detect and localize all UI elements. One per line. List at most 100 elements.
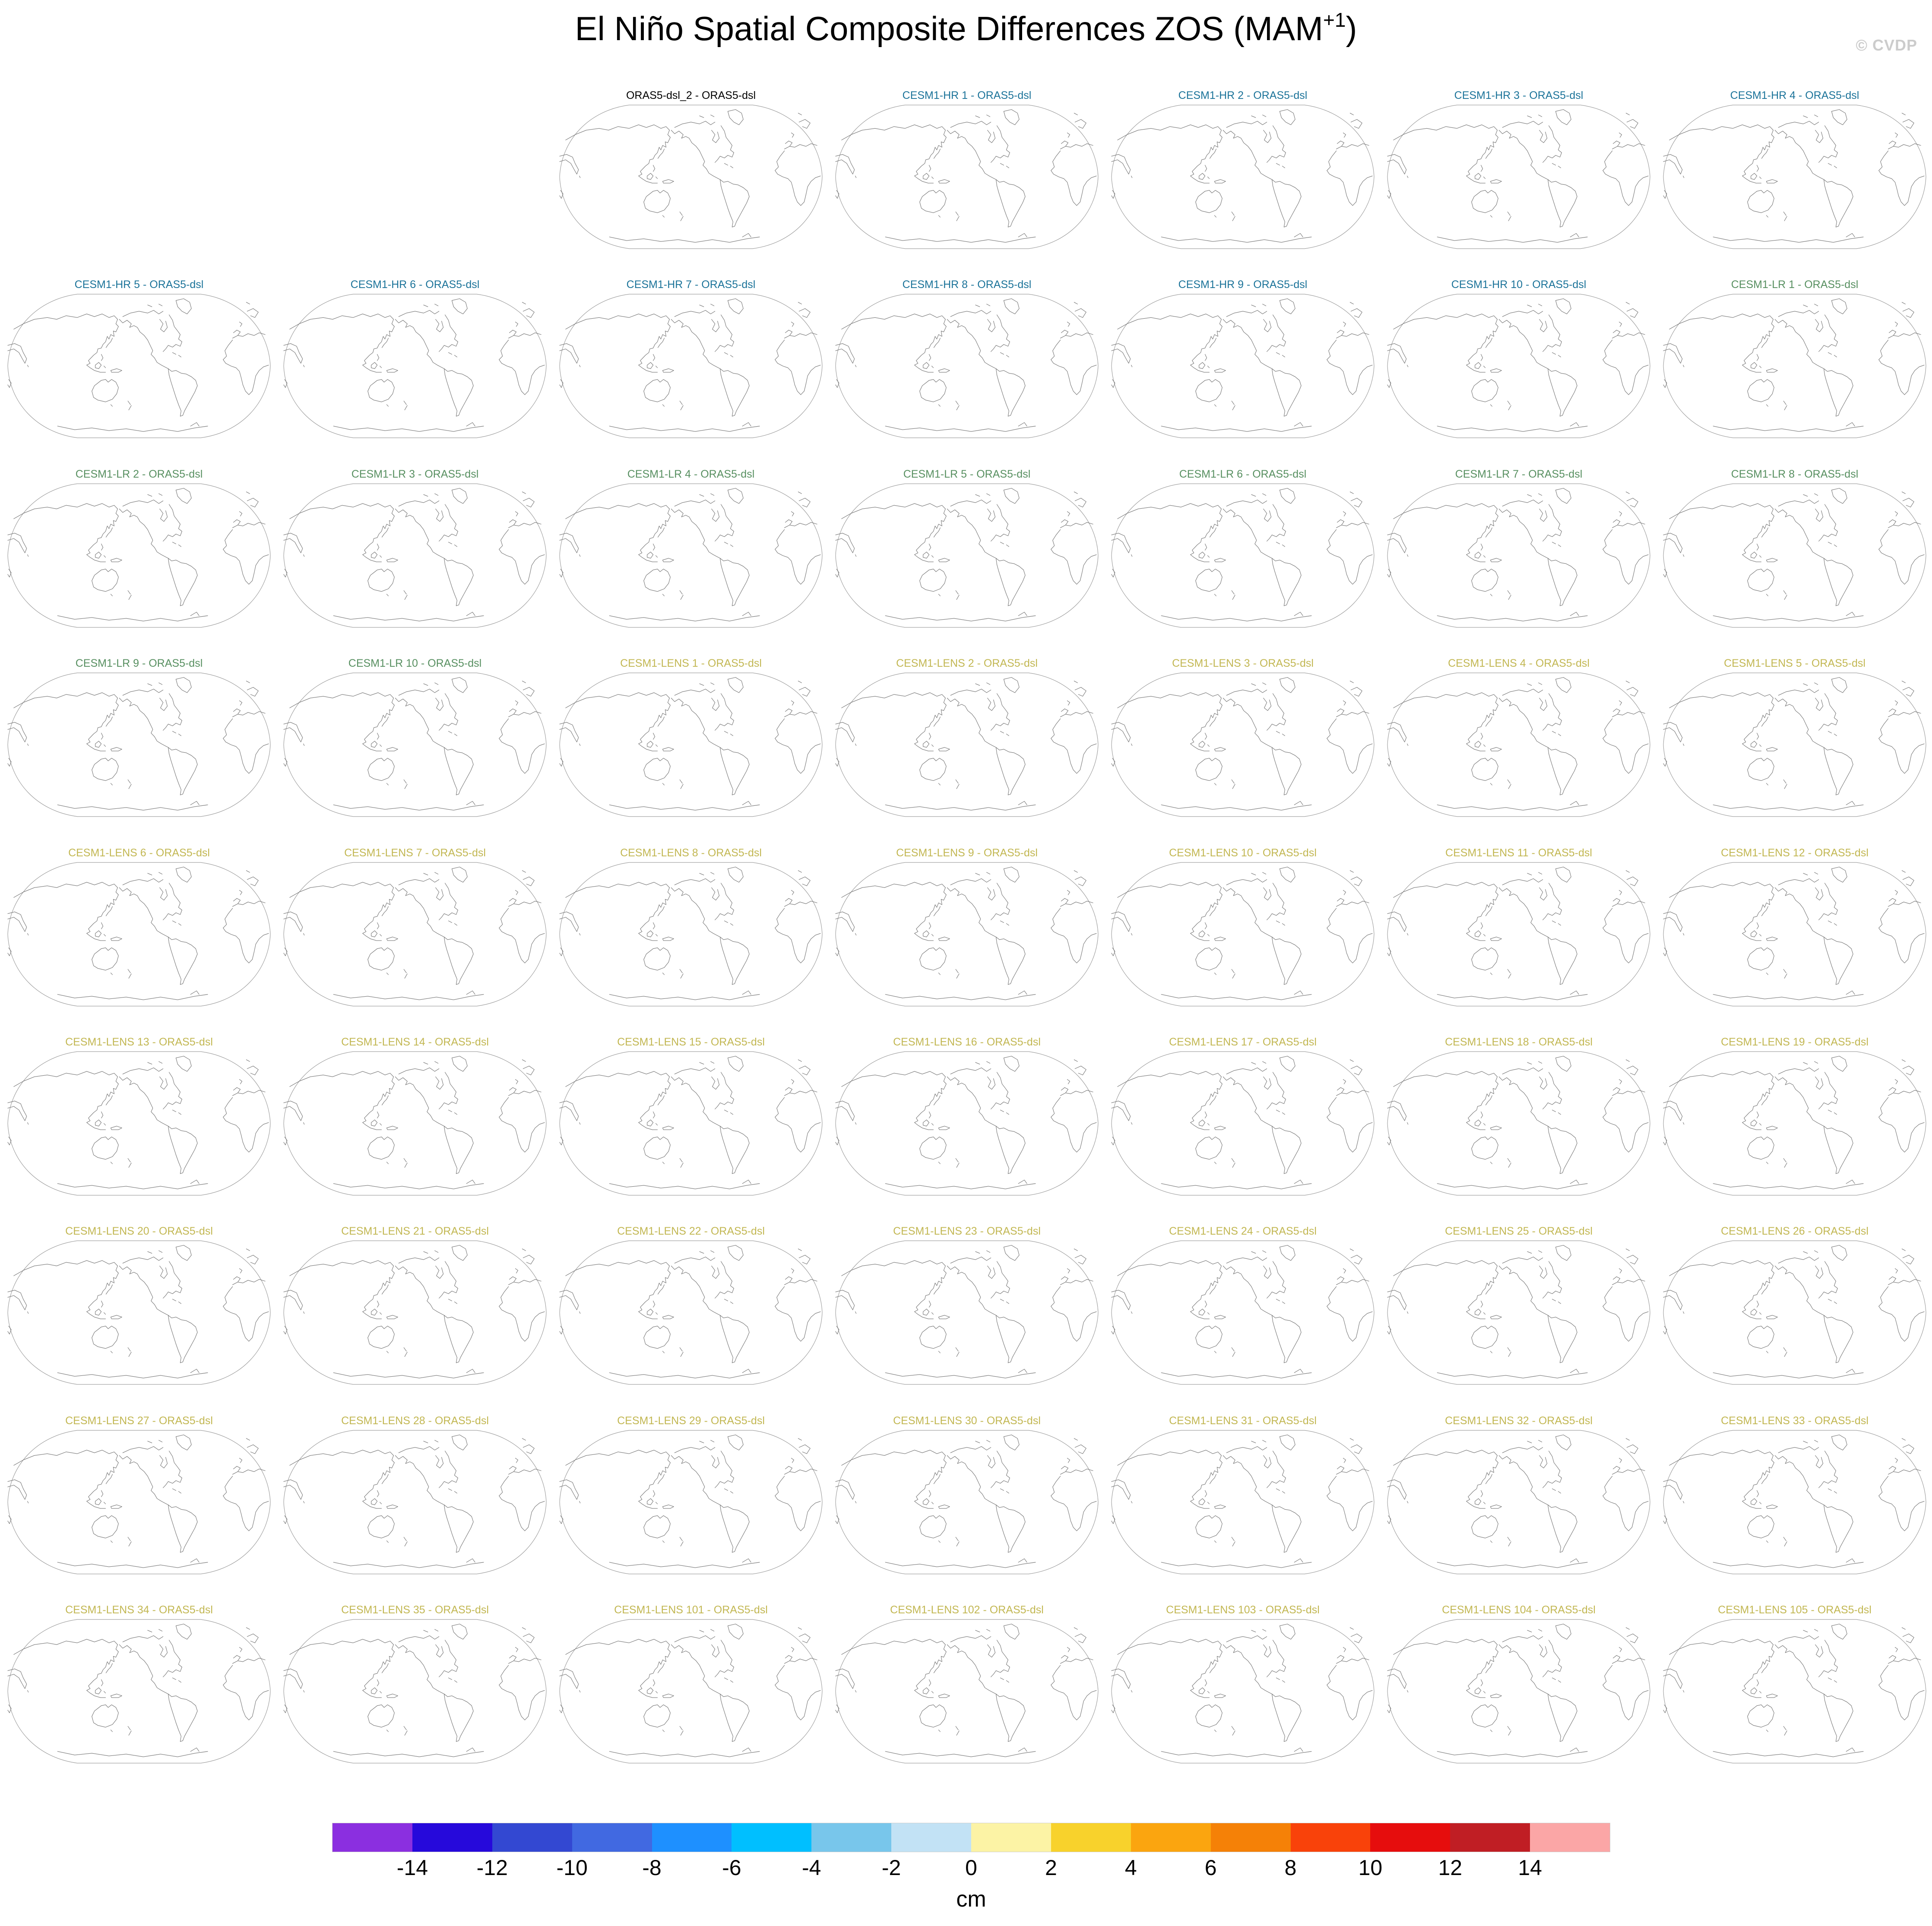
- map-panel: CESM1-LR 10 - ORAS5-dsl: [282, 656, 548, 819]
- map-panel: CESM1-LR 6 - ORAS5-dsl: [1110, 467, 1376, 630]
- panel-label: CESM1-HR 6 - ORAS5-dsl: [350, 279, 480, 291]
- map-panel: CESM1-LR 3 - ORAS5-dsl: [282, 467, 548, 630]
- map-panel: CESM1-LENS 103 - ORAS5-dsl: [1110, 1603, 1376, 1766]
- map-panel: CESM1-LENS 14 - ORAS5-dsl: [282, 1035, 548, 1198]
- map-panel: CESM1-LENS 16 - ORAS5-dsl: [834, 1035, 1100, 1198]
- map-panel: CESM1-LENS 18 - ORAS5-dsl: [1386, 1035, 1652, 1198]
- map-panel: CESM1-LENS 6 - ORAS5-dsl: [6, 846, 272, 1009]
- colorbar-tick-label: 8: [1284, 1856, 1297, 1880]
- map-panel: CESM1-LENS 32 - ORAS5-dsl: [1386, 1414, 1652, 1577]
- map-panel: CESM1-LENS 19 - ORAS5-dsl: [1662, 1035, 1928, 1198]
- world-map: [282, 860, 548, 1009]
- world-map: [1386, 860, 1652, 1009]
- world-map: [282, 481, 548, 630]
- colorbar-segment: [1530, 1823, 1610, 1852]
- world-map: [834, 1617, 1100, 1766]
- colorbar-segment: [891, 1823, 971, 1852]
- panel-label: CESM1-LENS 21 - ORAS5-dsl: [341, 1225, 489, 1238]
- world-map: [6, 1238, 272, 1387]
- world-map: [6, 291, 272, 440]
- map-panel: CESM1-LENS 1 - ORAS5-dsl: [558, 656, 824, 819]
- world-map: [1662, 1617, 1928, 1766]
- panel-label: CESM1-HR 1 - ORAS5-dsl: [902, 89, 1032, 101]
- panel-label: CESM1-LENS 101 - ORAS5-dsl: [614, 1604, 768, 1616]
- world-map: [558, 1049, 824, 1198]
- colorbar-segment: [971, 1823, 1051, 1852]
- map-panel: CESM1-HR 8 - ORAS5-dsl: [834, 278, 1100, 440]
- world-map: [6, 481, 272, 630]
- panel-label: CESM1-LENS 15 - ORAS5-dsl: [617, 1036, 765, 1048]
- panel-label: CESM1-LR 4 - ORAS5-dsl: [627, 468, 755, 480]
- map-panel: CESM1-LR 8 - ORAS5-dsl: [1662, 467, 1928, 630]
- map-panel: CESM1-LENS 21 - ORAS5-dsl: [282, 1224, 548, 1387]
- map-panel: CESM1-LENS 12 - ORAS5-dsl: [1662, 846, 1928, 1009]
- panel-label: CESM1-LR 1 - ORAS5-dsl: [1731, 279, 1859, 291]
- panel-label: CESM1-LENS 13 - ORAS5-dsl: [65, 1036, 213, 1048]
- page-title-main: El Niño Spatial Composite Differences ZO…: [575, 10, 1324, 48]
- colorbar-tick-label: -8: [642, 1856, 662, 1880]
- map-panel: CESM1-LENS 104 - ORAS5-dsl: [1386, 1603, 1652, 1766]
- colorbar-segment: [811, 1823, 892, 1852]
- world-map: [1662, 291, 1928, 440]
- colorbar-segment: [652, 1823, 732, 1852]
- world-map: [834, 481, 1100, 630]
- world-map: [1386, 1428, 1652, 1577]
- cvdp-watermark: © CVDP: [1856, 36, 1917, 54]
- panel-label: CESM1-LENS 104 - ORAS5-dsl: [1442, 1604, 1596, 1616]
- world-map: [6, 670, 272, 819]
- panel-label: CESM1-LENS 18 - ORAS5-dsl: [1445, 1036, 1593, 1048]
- world-map: [1662, 481, 1928, 630]
- map-panel: CESM1-LENS 15 - ORAS5-dsl: [558, 1035, 824, 1198]
- colorbar-tick-label: 2: [1045, 1856, 1057, 1880]
- panel-label: CESM1-LENS 14 - ORAS5-dsl: [341, 1036, 489, 1048]
- world-map: [1386, 1049, 1652, 1198]
- panel-label: CESM1-LENS 26 - ORAS5-dsl: [1721, 1225, 1869, 1238]
- panel-label: CESM1-LR 2 - ORAS5-dsl: [75, 468, 203, 480]
- world-map: [834, 860, 1100, 1009]
- panel-label: CESM1-LR 3 - ORAS5-dsl: [351, 468, 479, 480]
- panel-label: CESM1-HR 7 - ORAS5-dsl: [626, 279, 756, 291]
- world-map: [282, 1238, 548, 1387]
- panel-label: CESM1-LENS 16 - ORAS5-dsl: [893, 1036, 1041, 1048]
- world-map: [1662, 860, 1928, 1009]
- colorbar-tick-label: 6: [1204, 1856, 1217, 1880]
- world-map: [1662, 670, 1928, 819]
- panel-label: CESM1-LENS 35 - ORAS5-dsl: [341, 1604, 489, 1616]
- panel-label: CESM1-LR 7 - ORAS5-dsl: [1455, 468, 1583, 480]
- world-map: [6, 1049, 272, 1198]
- panel-label: CESM1-LENS 7 - ORAS5-dsl: [344, 846, 486, 859]
- map-panel: CESM1-LENS 10 - ORAS5-dsl: [1110, 846, 1376, 1009]
- panel-label: CESM1-LR 10 - ORAS5-dsl: [348, 657, 482, 670]
- map-panel: CESM1-LENS 34 - ORAS5-dsl: [6, 1603, 272, 1766]
- panel-label: CESM1-LR 6 - ORAS5-dsl: [1179, 468, 1307, 480]
- world-map: [1386, 102, 1652, 251]
- panel-label: CESM1-HR 5 - ORAS5-dsl: [74, 279, 204, 291]
- map-panel: CESM1-LENS 11 - ORAS5-dsl: [1386, 846, 1652, 1009]
- colorbar-tick-label: 0: [965, 1856, 977, 1880]
- world-map: [282, 1049, 548, 1198]
- page-title-close: ): [1346, 10, 1357, 48]
- world-map: [834, 102, 1100, 251]
- map-panel: CESM1-LR 2 - ORAS5-dsl: [6, 467, 272, 630]
- panel-label: CESM1-LENS 34 - ORAS5-dsl: [65, 1604, 213, 1616]
- map-panel: CESM1-LR 5 - ORAS5-dsl: [834, 467, 1100, 630]
- world-map: [834, 1049, 1100, 1198]
- world-map: [558, 102, 824, 251]
- panel-label: CESM1-LENS 30 - ORAS5-dsl: [893, 1414, 1041, 1427]
- map-panel: CESM1-LR 9 - ORAS5-dsl: [6, 656, 272, 819]
- map-panel: CESM1-LENS 101 - ORAS5-dsl: [558, 1603, 824, 1766]
- map-panel: CESM1-LR 1 - ORAS5-dsl: [1662, 278, 1928, 440]
- world-map: [1110, 1238, 1376, 1387]
- colorbar-tick-label: -2: [881, 1856, 901, 1880]
- world-map: [282, 291, 548, 440]
- map-panel: CESM1-LENS 28 - ORAS5-dsl: [282, 1414, 548, 1577]
- map-panel: CESM1-LENS 35 - ORAS5-dsl: [282, 1603, 548, 1766]
- panel-label: CESM1-HR 3 - ORAS5-dsl: [1454, 89, 1584, 101]
- map-panel: CESM1-LENS 105 - ORAS5-dsl: [1662, 1603, 1928, 1766]
- panel-label: ORAS5-dsl_2 - ORAS5-dsl: [626, 89, 756, 101]
- panel-label: CESM1-LR 9 - ORAS5-dsl: [75, 657, 203, 670]
- world-map: [1386, 481, 1652, 630]
- panel-label: CESM1-LENS 3 - ORAS5-dsl: [1172, 657, 1314, 670]
- panel-label: CESM1-LENS 24 - ORAS5-dsl: [1169, 1225, 1317, 1238]
- world-map: [1110, 1049, 1376, 1198]
